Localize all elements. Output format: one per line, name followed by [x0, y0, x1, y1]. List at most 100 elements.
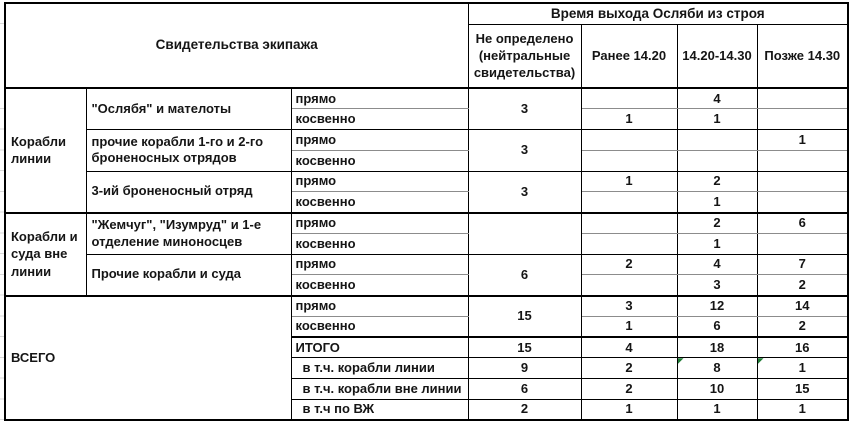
kind-cell[interactable]: косвенно — [291, 191, 469, 214]
value-cell-undetermined[interactable]: 9 — [468, 357, 582, 379]
value-cell-early[interactable] — [581, 233, 678, 255]
value-cell-late[interactable]: 1 — [757, 357, 849, 379]
value-cell-mid[interactable] — [677, 129, 758, 151]
value-cell-undetermined[interactable]: 6 — [468, 378, 582, 400]
value-cell-late[interactable]: 2 — [757, 274, 849, 297]
value-cell-late[interactable]: 2 — [757, 316, 849, 338]
value-cell-undetermined[interactable]: 3 — [468, 171, 582, 214]
value-cell-early[interactable]: 2 — [581, 254, 678, 276]
subgroup-cell-third-armored[interactable]: 3-ий броненосный отряд — [86, 171, 292, 214]
oslyabya-exit-time-table: Свидетельства экипажа Время выхода Осляб… — [4, 2, 850, 421]
value-cell-early[interactable]: 2 — [581, 378, 678, 400]
value-cell-undetermined[interactable]: 15 — [468, 337, 582, 359]
value-cell-mid[interactable]: 1 — [677, 108, 758, 130]
kind-cell[interactable]: прямо — [291, 212, 469, 234]
value-cell-early[interactable] — [581, 88, 678, 110]
column-header-after-1430[interactable]: Позже 14.30 — [757, 24, 849, 89]
table-row: прочие корабли 1-го и 2-го броненосных о… — [5, 129, 849, 172]
table-row: 3-ий броненосный отряд прямо 3 1 2 — [5, 171, 849, 214]
value-cell-early[interactable] — [581, 212, 678, 234]
subgroup-cell-zhemchug-izumrud[interactable]: "Жемчуг", "Изумруд" и 1-е отделение мино… — [86, 212, 292, 255]
kind-cell[interactable]: прямо — [291, 295, 469, 317]
value-cell-late[interactable]: 15 — [757, 378, 849, 400]
kind-cell-incl-off-line[interactable]: в т.ч. корабли вне линии — [291, 378, 469, 400]
subgroup-cell-other-armored[interactable]: прочие корабли 1-го и 2-го броненосных о… — [86, 129, 292, 172]
table-row: косвенно 1 — [5, 191, 849, 214]
value-cell-late[interactable]: 1 — [757, 399, 849, 421]
value-cell-late[interactable]: 16 — [757, 337, 849, 359]
value-cell-early[interactable] — [581, 191, 678, 214]
kind-cell[interactable]: косвенно — [291, 316, 469, 338]
value-cell-undetermined[interactable]: 2 — [468, 399, 582, 421]
error-flag-icon — [677, 358, 684, 365]
table-row: косвенно 1 — [5, 233, 849, 255]
group-cell-total[interactable]: ВСЕГО — [5, 295, 292, 421]
kind-cell[interactable]: косвенно — [291, 274, 469, 297]
value-cell-late[interactable] — [757, 108, 849, 130]
value-cell-mid[interactable]: 8 — [677, 357, 758, 379]
subgroup-cell-other-vessels[interactable]: Прочие корабли и суда — [86, 254, 292, 297]
value-cell-early[interactable]: 3 — [581, 295, 678, 317]
kind-cell[interactable]: прямо — [291, 254, 469, 276]
value-cell-mid[interactable]: 12 — [677, 295, 758, 317]
value-cell-late[interactable] — [757, 150, 849, 172]
value-cell-late[interactable]: 6 — [757, 212, 849, 234]
value-cell-early[interactable]: 1 — [581, 399, 678, 421]
value-cell-undetermined[interactable]: 15 — [468, 295, 582, 338]
value-cell-late[interactable] — [757, 88, 849, 110]
value-cell-early[interactable]: 1 — [581, 108, 678, 130]
column-header-1420-1430[interactable]: 14.20-14.30 — [677, 24, 758, 89]
value-cell-mid[interactable]: 1 — [677, 399, 758, 421]
value-cell-mid[interactable]: 4 — [677, 254, 758, 276]
value-cell-late[interactable]: 1 — [757, 129, 849, 151]
header-exit-time[interactable]: Время выхода Осляби из строя — [468, 3, 849, 25]
group-cell-ships-of-line[interactable]: Корабли линии — [5, 88, 87, 214]
value-cell-mid[interactable]: 4 — [677, 88, 758, 110]
value-cell-early[interactable]: 2 — [581, 357, 678, 379]
value-cell-early[interactable]: 1 — [581, 316, 678, 338]
value-cell-late[interactable]: 14 — [757, 295, 849, 317]
cell-value: 1 — [798, 360, 806, 376]
column-header-undetermined[interactable]: Не определено (нейтральные свидетельства… — [468, 24, 582, 89]
subgroup-cell-oslyabya-matelots[interactable]: "Ослябя" и мателоты — [86, 88, 292, 130]
kind-cell[interactable]: косвенно — [291, 150, 469, 172]
table-row: Корабли линии "Ослябя" и мателоты прямо … — [5, 88, 849, 214]
value-cell-undetermined[interactable]: 3 — [468, 88, 582, 130]
value-cell-late[interactable] — [757, 233, 849, 255]
value-cell-undetermined[interactable]: 3 — [468, 129, 582, 172]
kind-cell[interactable]: прямо — [291, 171, 469, 193]
group-cell-ships-off-line[interactable]: Корабли и суда вне линии — [5, 212, 87, 297]
value-cell-mid[interactable]: 6 — [677, 316, 758, 338]
value-cell-late[interactable] — [757, 171, 849, 193]
value-cell-early[interactable] — [581, 274, 678, 297]
value-cell-mid[interactable]: 18 — [677, 337, 758, 359]
value-cell-mid[interactable]: 1 — [677, 191, 758, 214]
kind-cell-itogo[interactable]: ИТОГО — [291, 337, 469, 359]
column-header-before-1420[interactable]: Ранее 14.20 — [581, 24, 678, 89]
table-row: Корабли и суда вне линии "Жемчуг", "Изум… — [5, 212, 849, 297]
header-crew-testimonies[interactable]: Свидетельства экипажа — [5, 3, 469, 89]
value-cell-undetermined[interactable]: 6 — [468, 254, 582, 297]
value-cell-early[interactable]: 1 — [581, 171, 678, 193]
value-cell-undetermined[interactable] — [468, 212, 582, 255]
value-cell-mid[interactable]: 2 — [677, 171, 758, 193]
kind-cell-incl-line[interactable]: в т.ч. корабли линии — [291, 357, 469, 379]
value-cell-mid[interactable] — [677, 150, 758, 172]
value-cell-mid[interactable]: 3 — [677, 274, 758, 297]
kind-cell[interactable]: прямо — [291, 129, 469, 151]
value-cell-mid[interactable]: 1 — [677, 233, 758, 255]
value-cell-mid[interactable]: 2 — [677, 212, 758, 234]
value-cell-early[interactable] — [581, 129, 678, 151]
value-cell-early[interactable] — [581, 150, 678, 172]
kind-cell-incl-vzh[interactable]: в т.ч по ВЖ — [291, 399, 469, 421]
kind-cell[interactable]: косвенно — [291, 233, 469, 255]
value-cell-mid[interactable]: 10 — [677, 378, 758, 400]
cell-value: 8 — [713, 360, 721, 376]
table-row: в т.ч. корабли линии 9 2 8 1 — [5, 357, 849, 379]
kind-cell[interactable]: прямо — [291, 88, 469, 110]
value-cell-late[interactable] — [757, 191, 849, 214]
value-cell-early[interactable]: 4 — [581, 337, 678, 359]
kind-cell[interactable]: косвенно — [291, 108, 469, 130]
value-cell-late[interactable]: 7 — [757, 254, 849, 276]
gridline-stubs — [0, 88, 4, 421]
